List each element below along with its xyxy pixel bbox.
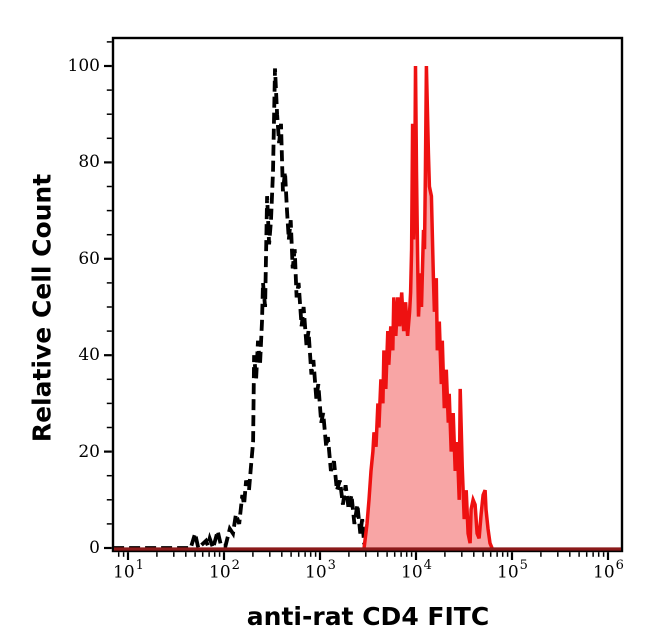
y-tick-label-0: 0 <box>89 538 100 558</box>
y-tick-label-60: 60 <box>78 248 100 269</box>
x-tick-label-1e1: 101 <box>113 558 144 583</box>
y-tick-label-20: 20 <box>78 441 100 462</box>
x-tick-label-1e3: 103 <box>305 558 336 583</box>
y-tick-label-80: 80 <box>78 152 100 173</box>
plot-border <box>111 36 624 553</box>
x-tick-label-1e6: 106 <box>593 558 624 583</box>
y-tick-label-40: 40 <box>78 345 100 366</box>
x-tick-label-1e5: 105 <box>497 558 528 583</box>
y-tick-label-100: 100 <box>67 56 100 76</box>
stained-curve-line <box>362 65 494 549</box>
y-axis-title: Relative Cell Count <box>27 173 57 443</box>
x-axis-title: anti-rat CD4 FITC <box>246 602 490 631</box>
x-tick-label-1e4: 104 <box>401 558 432 583</box>
dashed-control-curve <box>113 68 368 555</box>
x-tick-label-1e2: 102 <box>209 558 240 583</box>
